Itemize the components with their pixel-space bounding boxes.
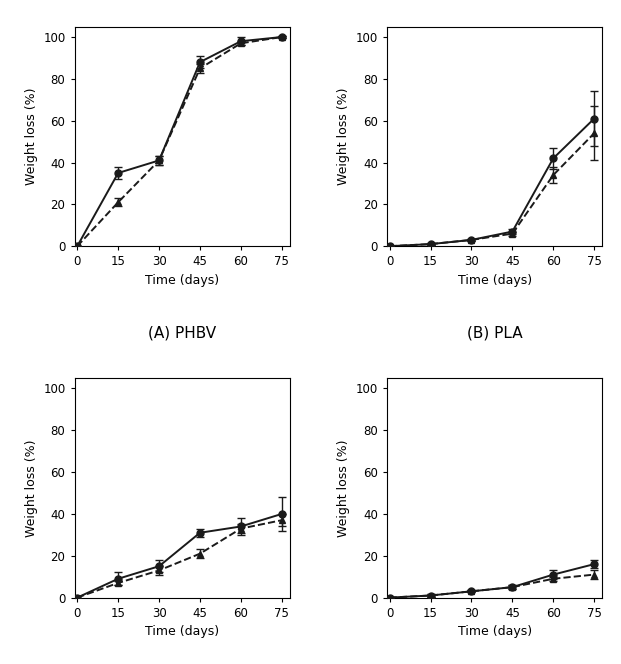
X-axis label: Time (days): Time (days) — [458, 625, 532, 638]
Y-axis label: Weight loss (%): Weight loss (%) — [337, 88, 350, 185]
X-axis label: Time (days): Time (days) — [145, 625, 219, 638]
X-axis label: Time (days): Time (days) — [458, 274, 532, 287]
Y-axis label: Weight loss (%): Weight loss (%) — [337, 439, 350, 537]
Text: (A) PHBV: (A) PHBV — [148, 325, 216, 340]
X-axis label: Time (days): Time (days) — [145, 274, 219, 287]
Y-axis label: Weight loss (%): Weight loss (%) — [25, 88, 38, 185]
Y-axis label: Weight loss (%): Weight loss (%) — [25, 439, 38, 537]
Text: (B) PLA: (B) PLA — [467, 325, 522, 340]
